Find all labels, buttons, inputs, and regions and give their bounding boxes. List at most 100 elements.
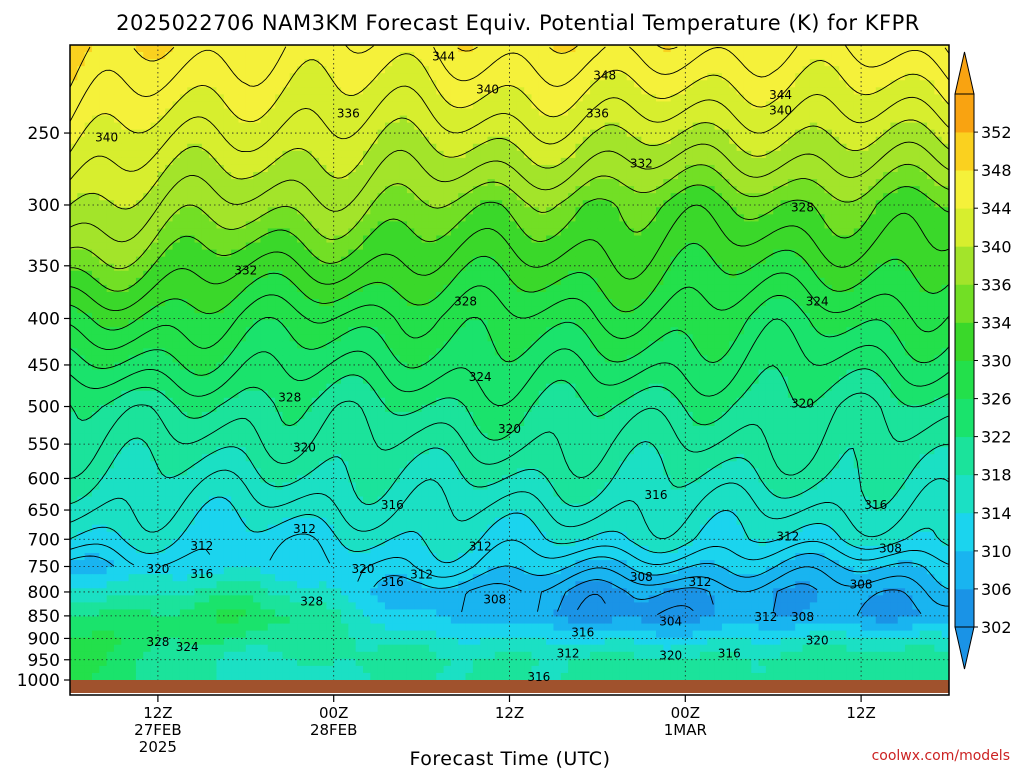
heatmap-cell	[289, 129, 298, 138]
heatmap-cell	[113, 291, 122, 300]
heatmap-cell	[765, 200, 774, 208]
heatmap-cell	[165, 59, 174, 67]
heatmap-cell	[443, 320, 452, 328]
heatmap-cell	[363, 80, 371, 88]
heatmap-cell	[765, 87, 774, 95]
heatmap-cell	[172, 101, 181, 110]
heatmap-cell	[487, 221, 496, 230]
heatmap-cell	[729, 164, 738, 173]
heatmap-cell	[135, 101, 144, 110]
heatmap-cell	[773, 207, 782, 215]
heatmap-cell	[333, 66, 342, 74]
heatmap-cell	[187, 136, 196, 145]
heatmap-cell	[809, 80, 818, 88]
heatmap-cell	[143, 129, 152, 138]
heatmap-cell	[817, 284, 826, 293]
heatmap-cell	[875, 94, 884, 103]
heatmap-cell	[238, 164, 247, 173]
heatmap-cell	[77, 45, 86, 53]
heatmap-cell	[472, 306, 481, 314]
heatmap-cell	[575, 306, 584, 314]
heatmap-cell	[861, 59, 870, 67]
heatmap-cell	[421, 291, 430, 300]
heatmap-cell	[458, 186, 467, 194]
heatmap-cell	[612, 150, 620, 159]
heatmap-cell	[765, 143, 774, 152]
heatmap-cell	[465, 263, 474, 272]
heatmap-cell	[143, 59, 152, 67]
heatmap-cell	[897, 270, 906, 279]
heatmap-cell	[597, 150, 606, 159]
heatmap-cell	[846, 299, 855, 307]
heatmap-cell	[450, 45, 459, 53]
heatmap-cell	[509, 115, 518, 124]
heatmap-cell	[868, 136, 877, 145]
heatmap-cell	[414, 87, 423, 95]
heatmap-cell	[333, 122, 342, 131]
heatmap-cell	[99, 284, 108, 293]
heatmap-cell	[209, 87, 218, 95]
heatmap-cell	[319, 150, 327, 159]
heatmap-cell	[590, 164, 598, 173]
heatmap-cell	[458, 80, 467, 88]
heatmap-cell	[809, 256, 818, 265]
heatmap-cell	[538, 164, 547, 173]
heatmap-cell	[648, 299, 657, 307]
heatmap-cell	[875, 157, 884, 166]
heatmap-cell	[172, 214, 181, 222]
heatmap-cell	[135, 122, 144, 131]
heatmap-cell	[399, 277, 408, 286]
heatmap-cell	[231, 59, 240, 67]
heatmap-cell	[450, 150, 459, 159]
heatmap-cell	[853, 87, 862, 95]
heatmap-cell	[113, 66, 122, 74]
heatmap-cell	[121, 73, 130, 81]
heatmap-cell	[670, 136, 679, 145]
heatmap-cell	[751, 221, 760, 230]
heatmap-cell	[538, 320, 547, 328]
heatmap-cell	[604, 52, 613, 60]
heatmap-cell	[480, 87, 489, 95]
heatmap-cell	[612, 200, 620, 208]
heatmap-cell	[450, 291, 459, 300]
heatmap-cell	[538, 94, 547, 103]
heatmap-cell	[289, 186, 298, 194]
heatmap-cell	[113, 306, 122, 314]
heatmap-cell	[194, 129, 203, 138]
heatmap-cell	[311, 284, 320, 293]
heatmap-cell	[384, 221, 393, 230]
heatmap-cell	[809, 200, 818, 208]
heatmap-cell	[758, 306, 767, 314]
heatmap-cell	[897, 291, 906, 300]
heatmap-cell	[538, 172, 547, 180]
heatmap-cell	[231, 256, 240, 265]
heatmap-cell	[450, 228, 459, 237]
heatmap-cell	[414, 94, 423, 103]
heatmap-cell	[77, 87, 86, 95]
heatmap-cell	[70, 179, 78, 187]
heatmap-cell	[597, 207, 606, 215]
heatmap-cell	[699, 87, 708, 95]
heatmap-cell	[795, 179, 804, 187]
heatmap-cell	[238, 87, 247, 95]
heatmap-cell	[861, 129, 870, 138]
heatmap-cell	[736, 186, 745, 194]
heatmap-cell	[677, 313, 686, 321]
heatmap-cell	[91, 291, 100, 300]
heatmap-cell	[414, 256, 423, 265]
heatmap-cell	[245, 157, 254, 166]
heatmap-cell	[128, 256, 137, 265]
heatmap-cell	[201, 228, 210, 237]
heatmap-cell	[450, 320, 459, 328]
heatmap-cell	[941, 299, 949, 307]
heatmap-cell	[223, 157, 232, 166]
heatmap-cell	[333, 94, 342, 103]
heatmap-cell	[897, 164, 906, 173]
heatmap-cell	[524, 115, 533, 124]
heatmap-cell	[472, 320, 481, 328]
heatmap-cell	[853, 228, 862, 237]
heatmap-cell	[231, 80, 240, 88]
heatmap-cell	[875, 143, 884, 152]
heatmap-cell	[223, 143, 232, 152]
heatmap-cell	[370, 101, 379, 110]
